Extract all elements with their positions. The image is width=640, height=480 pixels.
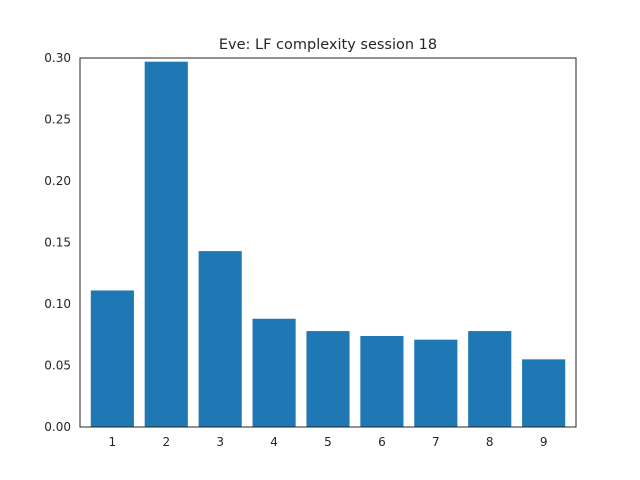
bar-9: [522, 359, 566, 427]
bar-2: [144, 61, 188, 427]
y-tick-label: 0.20: [44, 174, 71, 188]
bar-4: [252, 318, 296, 427]
x-tick-label: 1: [109, 435, 117, 449]
y-tick-label: 0.05: [44, 359, 71, 373]
x-tick-label: 7: [432, 435, 440, 449]
x-tick-label: 5: [324, 435, 332, 449]
x-tick-label: 9: [540, 435, 548, 449]
x-tick-label: 8: [486, 435, 494, 449]
y-tick-label: 0.15: [44, 236, 71, 250]
y-axis: 0.00 0.05 0.10 0.15 0.20 0.25 0.30: [44, 51, 71, 434]
bars-group: [90, 61, 566, 427]
bar-8: [468, 331, 512, 427]
y-tick-label: 0.30: [44, 51, 71, 65]
y-tick-label: 0.00: [44, 420, 71, 434]
y-tick-label: 0.25: [44, 113, 71, 127]
y-tick-label: 0.10: [44, 297, 71, 311]
bar-6: [360, 335, 404, 427]
bar-7: [414, 339, 458, 427]
x-tick-label: 2: [162, 435, 170, 449]
x-axis: 1 2 3 4 5 6 7 8 9: [109, 435, 548, 449]
chart-title: Eve: LF complexity session 18: [219, 37, 437, 53]
x-tick-label: 4: [270, 435, 278, 449]
bar-5: [306, 331, 350, 427]
x-tick-label: 3: [216, 435, 224, 449]
bar-1: [90, 290, 134, 427]
plot-frame: [79, 57, 577, 428]
bar-3: [198, 251, 242, 427]
x-tick-label: 6: [378, 435, 386, 449]
